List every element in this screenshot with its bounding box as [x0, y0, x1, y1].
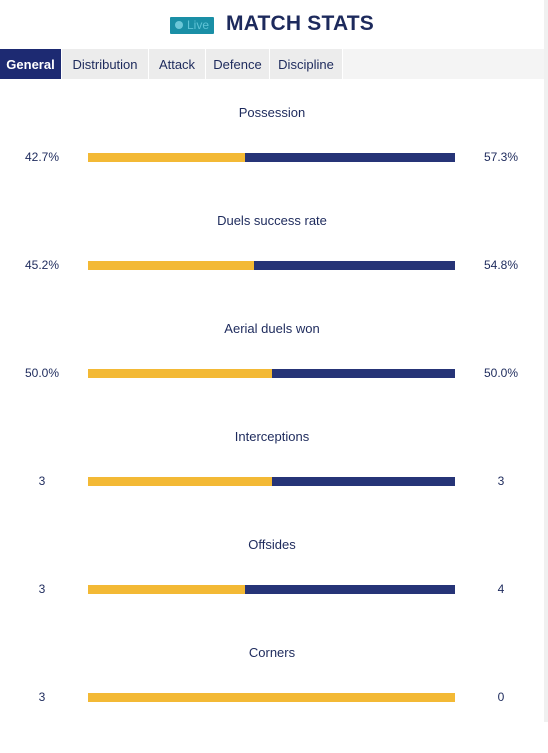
stats-tabs: General Distribution Attack Defence Disc… [0, 49, 544, 79]
comparison-bar [88, 261, 455, 270]
home-bar-fill [88, 693, 455, 702]
home-bar-fill [88, 477, 272, 486]
page-edge [544, 0, 548, 722]
page-title: MATCH STATS [226, 12, 375, 35]
home-bar-fill [88, 369, 272, 378]
tab-defence[interactable]: Defence [206, 49, 270, 79]
comparison-bar [88, 369, 455, 378]
away-bar-fill [271, 369, 455, 378]
live-badge: Live [169, 16, 214, 34]
tab-attack[interactable]: Attack [149, 49, 206, 79]
stat-offsides: Offsides 3 4 [0, 537, 544, 645]
tab-distribution[interactable]: Distribution [62, 49, 149, 79]
stat-duels-success-rate: Duels success rate 45.2% 54.8% [0, 213, 544, 321]
home-value: 42.7% [24, 150, 60, 164]
away-bar-fill [245, 585, 455, 594]
stat-label: Offsides [248, 537, 296, 552]
away-bar-fill [253, 261, 455, 270]
home-value: 45.2% [24, 258, 60, 272]
away-value: 4 [497, 582, 505, 596]
away-value: 54.8% [483, 258, 519, 272]
home-value: 3 [38, 582, 46, 596]
stat-label: Aerial duels won [224, 321, 320, 336]
comparison-bar [88, 477, 455, 486]
stat-possession: Possession 42.7% 57.3% [0, 105, 544, 213]
stat-aerial-duels-won: Aerial duels won 50.0% 50.0% [0, 321, 544, 429]
stat-label: Corners [248, 645, 296, 660]
live-label: Live [186, 18, 209, 32]
tab-general[interactable]: General [0, 49, 62, 79]
away-value: 50.0% [483, 366, 519, 380]
stat-label: Possession [238, 105, 306, 120]
away-value: 0 [497, 690, 505, 704]
home-value: 3 [38, 690, 46, 704]
home-bar-fill [88, 585, 246, 594]
away-bar-fill [271, 477, 455, 486]
away-value: 57.3% [483, 150, 519, 164]
match-stats-header: Live MATCH STATS [0, 0, 544, 48]
home-value: 50.0% [24, 366, 60, 380]
comparison-bar [88, 153, 455, 162]
comparison-bar [88, 585, 455, 594]
home-bar-fill [88, 261, 254, 270]
stat-corners: Corners 3 0 [0, 645, 544, 753]
away-bar-fill [244, 153, 455, 162]
away-value: 3 [497, 474, 505, 488]
stat-label: Duels success rate [217, 213, 327, 228]
home-value: 3 [38, 474, 46, 488]
stat-interceptions: Interceptions 3 3 [0, 429, 544, 537]
stat-label: Interceptions [234, 429, 310, 444]
live-dot-icon [174, 21, 183, 29]
tab-discipline[interactable]: Discipline [270, 49, 343, 79]
home-bar-fill [88, 153, 245, 162]
comparison-bar [88, 693, 455, 702]
